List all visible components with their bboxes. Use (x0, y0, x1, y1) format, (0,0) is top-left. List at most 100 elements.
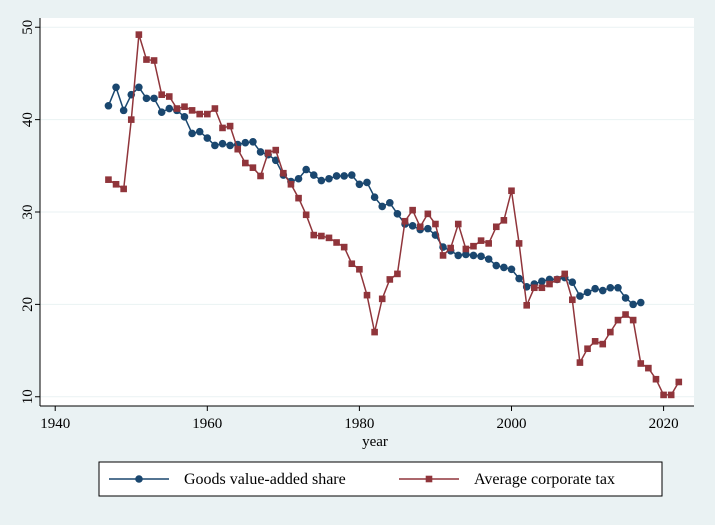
data-point (424, 210, 432, 218)
data-point (667, 391, 675, 399)
y-tick-label: 10 (20, 389, 36, 404)
legend: Goods value-added share Average corporate… (98, 461, 663, 497)
data-point (386, 276, 394, 283)
data-point (142, 94, 151, 103)
data-point (211, 105, 219, 112)
data-point (484, 255, 493, 263)
y-tick-label: 30 (20, 205, 36, 220)
data-point (485, 240, 492, 247)
data-point (333, 239, 340, 246)
data-point (591, 284, 599, 293)
data-point (355, 180, 364, 189)
data-point (507, 265, 516, 274)
data-point (127, 116, 135, 123)
data-point (158, 91, 165, 98)
data-point (515, 240, 523, 247)
data-point (363, 178, 371, 187)
data-point (401, 217, 409, 225)
data-point (242, 159, 249, 167)
data-point (226, 122, 234, 130)
legend-label: Average corporate tax (474, 471, 615, 488)
data-point (606, 283, 615, 292)
data-point (591, 338, 599, 345)
data-point (157, 108, 166, 117)
legend-marker (425, 475, 433, 483)
data-point (256, 148, 265, 156)
data-point (675, 378, 683, 386)
data-point (584, 345, 591, 353)
data-point (195, 127, 204, 136)
data-point (348, 260, 356, 268)
data-point (538, 277, 546, 286)
data-point (219, 124, 226, 132)
data-point (165, 104, 174, 113)
data-point (310, 231, 318, 239)
data-point (637, 360, 645, 367)
data-point (469, 251, 478, 260)
data-point (340, 243, 348, 251)
data-point (492, 223, 500, 231)
data-point (135, 31, 143, 38)
data-point (598, 286, 607, 295)
x-tick-label: 1960 (192, 416, 222, 432)
data-point (143, 56, 150, 63)
series-layer (104, 31, 683, 399)
data-point (294, 174, 303, 183)
data-point (340, 172, 348, 180)
data-point (614, 283, 622, 292)
data-point (104, 101, 113, 110)
data-point (477, 237, 485, 244)
data-point (264, 149, 272, 157)
data-point (523, 302, 530, 309)
data-point (378, 295, 386, 303)
axes: 10 20 30 40 50 1940 1960 1980 2000 2020 (20, 18, 694, 432)
data-point (370, 193, 379, 202)
data-point (226, 141, 234, 150)
data-point (622, 311, 629, 318)
data-point (553, 276, 561, 283)
data-point (454, 220, 462, 228)
data-point (629, 316, 637, 324)
x-axis-title: year (362, 434, 388, 450)
data-point (112, 83, 120, 92)
data-point (112, 180, 120, 188)
data-point (636, 298, 645, 307)
data-point (211, 141, 219, 150)
y-tick-label: 40 (20, 112, 36, 127)
legend-marker (135, 475, 143, 483)
data-point (614, 316, 622, 324)
legend-box (98, 461, 663, 497)
series-1 (105, 31, 683, 399)
data-point (173, 105, 181, 112)
data-point (120, 185, 127, 193)
x-tick-label: 2000 (496, 416, 526, 432)
data-point (295, 194, 302, 202)
data-point (203, 134, 212, 142)
data-point (629, 300, 637, 309)
data-point (188, 107, 196, 114)
data-point (150, 57, 158, 64)
data-point (119, 106, 128, 115)
data-point (462, 250, 470, 259)
data-point (409, 206, 416, 214)
data-point (318, 232, 325, 240)
data-point (416, 223, 424, 231)
data-point (531, 284, 538, 292)
data-point (347, 171, 356, 179)
y-tick-label: 20 (20, 297, 36, 312)
data-point (462, 245, 470, 253)
data-point (181, 103, 188, 110)
data-point (546, 280, 553, 288)
data-point (500, 263, 508, 272)
data-point (150, 94, 158, 103)
data-point (568, 278, 577, 287)
data-point (218, 139, 227, 148)
data-point (204, 110, 211, 118)
data-point (378, 202, 387, 211)
data-point (249, 137, 257, 146)
data-point (439, 252, 447, 259)
data-point (583, 288, 592, 297)
data-point (188, 129, 196, 138)
data-point (454, 251, 463, 260)
